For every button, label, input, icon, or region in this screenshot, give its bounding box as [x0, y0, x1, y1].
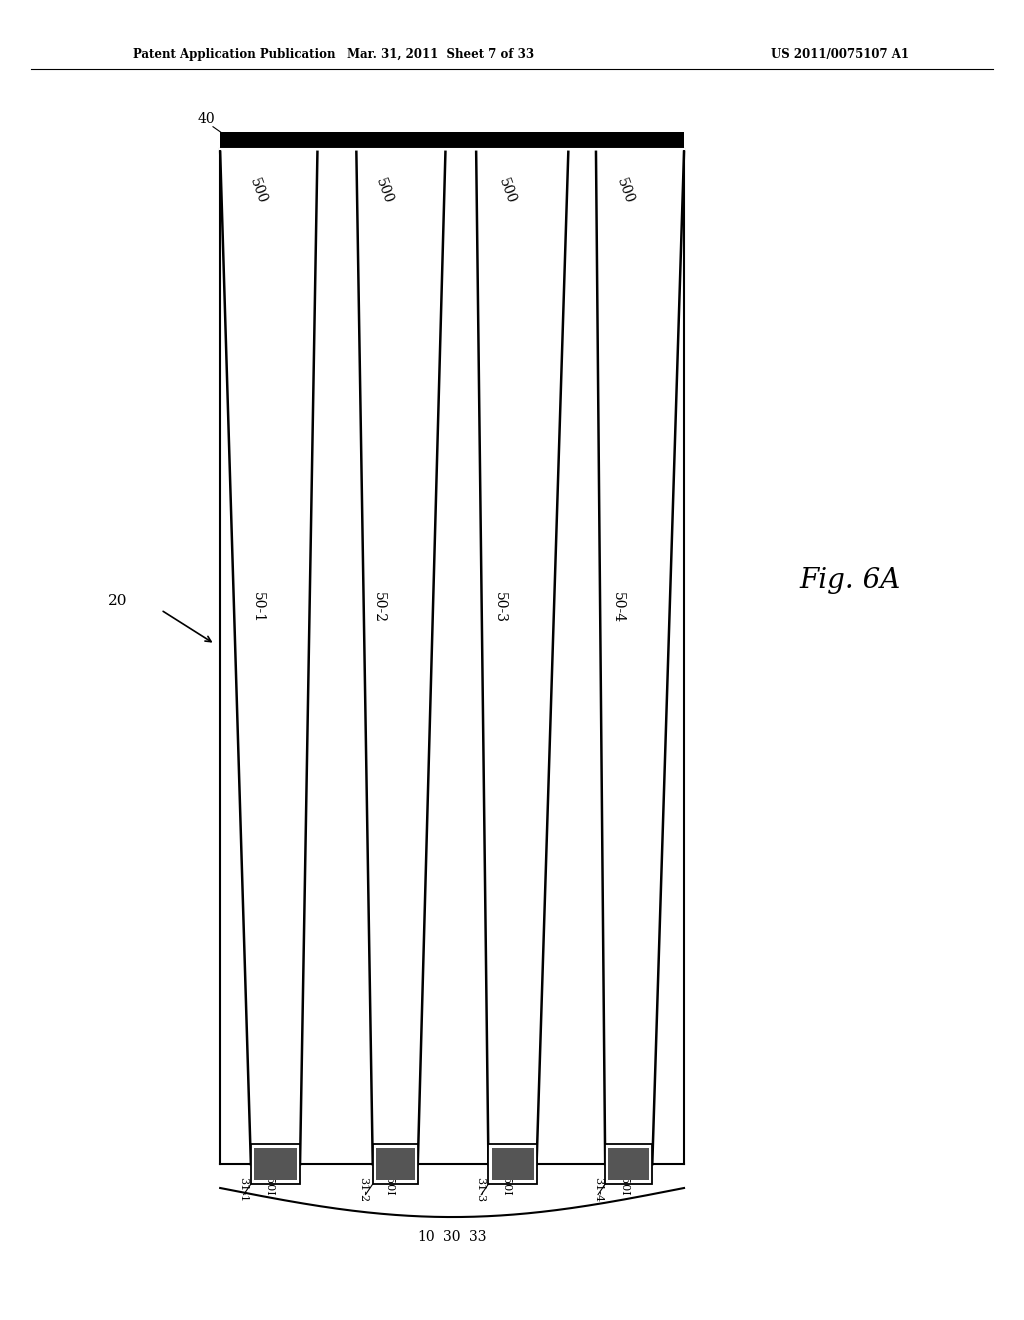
Text: 50I: 50I: [618, 1177, 629, 1196]
Text: 40: 40: [198, 112, 216, 125]
Bar: [251, 1144, 300, 1184]
Text: 50-1: 50-1: [251, 591, 265, 623]
Text: Mar. 31, 2011  Sheet 7 of 33: Mar. 31, 2011 Sheet 7 of 33: [347, 48, 534, 61]
Bar: [254, 1148, 297, 1180]
Text: 31-1: 31-1: [238, 1177, 248, 1203]
Text: Patent Application Publication: Patent Application Publication: [133, 48, 336, 61]
Text: 50-3: 50-3: [493, 591, 507, 623]
Bar: [608, 1148, 649, 1180]
Bar: [376, 1148, 415, 1180]
Bar: [220, 132, 684, 149]
Text: 500: 500: [247, 177, 269, 206]
Text: 10: 10: [418, 1230, 435, 1243]
Text: 20: 20: [108, 594, 128, 607]
Text: 50I: 50I: [501, 1177, 511, 1196]
Bar: [488, 1144, 537, 1184]
Text: 500: 500: [613, 177, 636, 206]
Bar: [373, 1144, 418, 1184]
Text: 500: 500: [373, 177, 395, 206]
Text: 50I: 50I: [384, 1177, 394, 1196]
Text: US 2011/0075107 A1: US 2011/0075107 A1: [771, 48, 908, 61]
Text: 31-4: 31-4: [593, 1177, 603, 1203]
Text: 31-2: 31-2: [358, 1177, 369, 1203]
Bar: [492, 1148, 534, 1180]
Text: 33: 33: [469, 1230, 486, 1243]
Bar: [605, 1144, 652, 1184]
Text: 50I: 50I: [264, 1177, 274, 1196]
Text: 50-2: 50-2: [372, 591, 386, 623]
Text: 50-4: 50-4: [610, 591, 625, 623]
Text: 30: 30: [443, 1230, 461, 1243]
Text: 31-3: 31-3: [475, 1177, 485, 1203]
Text: 500: 500: [496, 177, 518, 206]
Text: Fig. 6A: Fig. 6A: [800, 568, 900, 594]
